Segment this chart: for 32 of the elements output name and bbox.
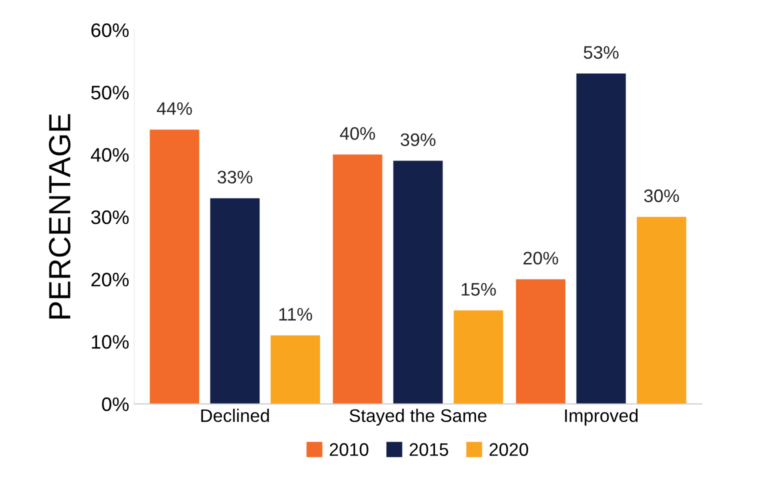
legend-label: 2020 [490,443,528,456]
legend-label: 2015 [410,443,448,456]
bar [636,216,686,404]
bar [516,279,566,404]
data-label: 40% [340,127,376,140]
bar [210,198,260,404]
data-label: 39% [400,133,436,146]
bar [150,130,200,404]
legend-label: 2010 [330,443,368,456]
data-label: 33% [218,170,252,184]
y-tick-label: 20% [91,272,129,286]
y-tick-label: 60% [91,23,129,38]
bar [454,310,504,404]
y-tick-label: 30% [91,210,129,224]
data-label: 11% [279,308,312,321]
bar [393,160,443,404]
x-tick-label: Declined [201,408,269,422]
data-label: 30% [644,189,679,202]
data-label: 20% [524,252,558,265]
data-label: 53% [584,46,619,59]
data-label: 15% [462,283,496,296]
y-tick-label: 0% [102,397,129,412]
y-tick-label: 40% [90,148,129,162]
data-label: 44% [156,102,192,115]
bar [332,154,382,404]
x-tick-label: Stayed the Same [350,408,486,426]
y-tick-label: 10% [92,335,129,349]
bar [576,74,626,404]
y-axis-title: PERCENTAGE [48,114,71,319]
x-tick-label: Improved [565,408,638,426]
y-tick-label: 50% [91,86,129,100]
bar [270,335,320,404]
